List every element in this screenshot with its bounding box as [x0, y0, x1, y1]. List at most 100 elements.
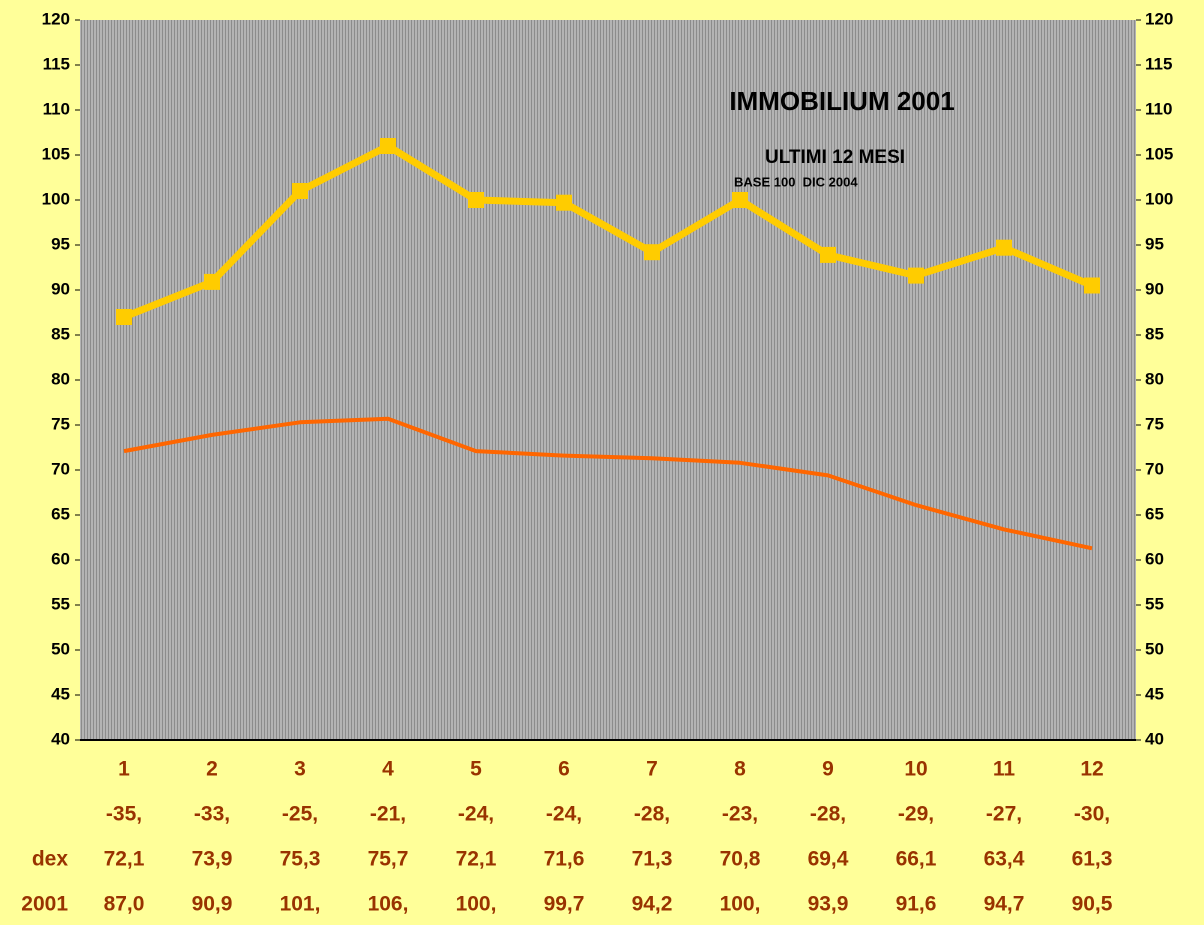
table-cell: 75,3 [280, 848, 321, 871]
marker [908, 267, 924, 284]
marker [732, 192, 748, 208]
table-cell: 100, [456, 893, 497, 916]
table-cell: -27, [986, 803, 1022, 826]
table-cell: 99,7 [544, 893, 585, 916]
annotation: BASE 100 DIC 2004 [734, 174, 858, 189]
x-tick-label: 9 [822, 758, 834, 781]
table-cell: 72,1 [456, 848, 497, 871]
marker [204, 273, 220, 290]
y2-tick-label: 95 [1145, 234, 1164, 253]
table-cell: 90,5 [1072, 893, 1113, 916]
y2-tick-label: 85 [1145, 324, 1164, 343]
series-line [123, 416, 1093, 551]
marker [1084, 277, 1100, 294]
y2-tick-label: 110 [1145, 99, 1172, 118]
y-tick-label: 80 [51, 369, 70, 388]
y2-tick-label: 60 [1145, 549, 1164, 568]
table-cell: 93,9 [808, 893, 849, 916]
table-cell: 101, [280, 893, 321, 916]
x-tick-label: 7 [646, 758, 658, 781]
table-cell: -29, [898, 803, 934, 826]
table-cell: 75,7 [368, 848, 409, 871]
y2-tick-label: 65 [1145, 504, 1164, 523]
x-tick-label: 4 [382, 758, 394, 781]
x-tick-label: 2 [206, 758, 218, 781]
y-tick-label: 70 [51, 459, 70, 478]
x-tick-label: 3 [294, 758, 306, 781]
table-cell: -24, [458, 803, 494, 826]
marker [644, 244, 660, 261]
table-cell: 63,4 [984, 848, 1025, 871]
table-cell: 91,6 [896, 893, 937, 916]
y-tick-label: 45 [51, 684, 70, 703]
plot-area [80, 20, 1136, 740]
y-tick-label: 60 [51, 549, 70, 568]
table-cell: 100, [720, 893, 761, 916]
table-cell: 71,3 [632, 848, 673, 871]
y-tick-label: 90 [51, 279, 70, 298]
table-cell: 72,1 [104, 848, 145, 871]
table-cell: 94,7 [984, 893, 1025, 916]
y2-tick-label: 40 [1145, 729, 1164, 748]
marker [996, 239, 1012, 256]
y2-tick-label: 120 [1145, 9, 1173, 28]
y-tick-label: 110 [43, 99, 70, 118]
x-tick-label: 1 [118, 758, 130, 781]
y2-tick-label: 45 [1145, 684, 1164, 703]
x-tick-label: 5 [470, 758, 482, 781]
marker [556, 194, 572, 211]
x-tick-label: 8 [734, 758, 746, 781]
marker [380, 138, 396, 154]
table-cell: -23, [722, 803, 758, 826]
table-cell: 69,4 [808, 848, 849, 871]
table-cell: 87,0 [104, 893, 145, 916]
table-cell: 90,9 [192, 893, 233, 916]
subtitle: ULTIMI 12 MESI [765, 147, 905, 168]
table-row-label: 2001 [21, 893, 68, 916]
table-cell: 70,8 [720, 848, 761, 871]
y-tick-label: 50 [51, 639, 70, 658]
x-tick-label: 12 [1080, 758, 1103, 781]
y-tick-label: 105 [42, 144, 70, 163]
chart-title: IMMOBILIUM 2001 [729, 86, 954, 116]
y-tick-label: 95 [51, 234, 70, 253]
y2-tick-label: 100 [1145, 189, 1173, 208]
table-cell: 61,3 [1072, 848, 1113, 871]
table-cell: -33, [194, 803, 230, 826]
y-tick-label: 40 [51, 729, 70, 748]
x-tick-label: 11 [993, 758, 1016, 781]
y-tick-label: 100 [42, 189, 70, 208]
table-cell: 94,2 [632, 893, 673, 916]
x-tick-label: 6 [558, 758, 570, 781]
y2-tick-label: 50 [1145, 639, 1164, 658]
table-cell: 71,6 [544, 848, 585, 871]
table-row-label: dex [32, 848, 69, 871]
table-cell: -21, [370, 803, 406, 826]
x-tick-label: 10 [904, 758, 927, 781]
table-cell: -28, [634, 803, 670, 826]
y2-tick-label: 80 [1145, 369, 1164, 388]
table-cell: -35, [106, 803, 142, 826]
table-cell: -24, [546, 803, 582, 826]
y-tick-label: 120 [42, 9, 70, 28]
table-cell: 66,1 [896, 848, 937, 871]
marker [820, 246, 836, 263]
table-cell: 106, [368, 893, 409, 916]
table-cell: -30, [1074, 803, 1110, 826]
y2-tick-label: 70 [1145, 459, 1164, 478]
y2-tick-label: 105 [1145, 144, 1173, 163]
y2-tick-label: 55 [1145, 594, 1164, 613]
marker [292, 183, 308, 199]
y-tick-label: 65 [51, 504, 70, 523]
table-cell: 73,9 [192, 848, 233, 871]
y2-tick-label: 115 [1145, 54, 1172, 73]
table-cell: -28, [810, 803, 846, 826]
y-tick-label: 85 [51, 324, 70, 343]
table-cell: -25, [282, 803, 318, 826]
y-tick-label: 115 [43, 54, 70, 73]
marker [116, 309, 132, 325]
y-tick-label: 55 [51, 594, 70, 613]
series-line [122, 142, 1094, 321]
y-tick-label: 75 [51, 414, 70, 433]
